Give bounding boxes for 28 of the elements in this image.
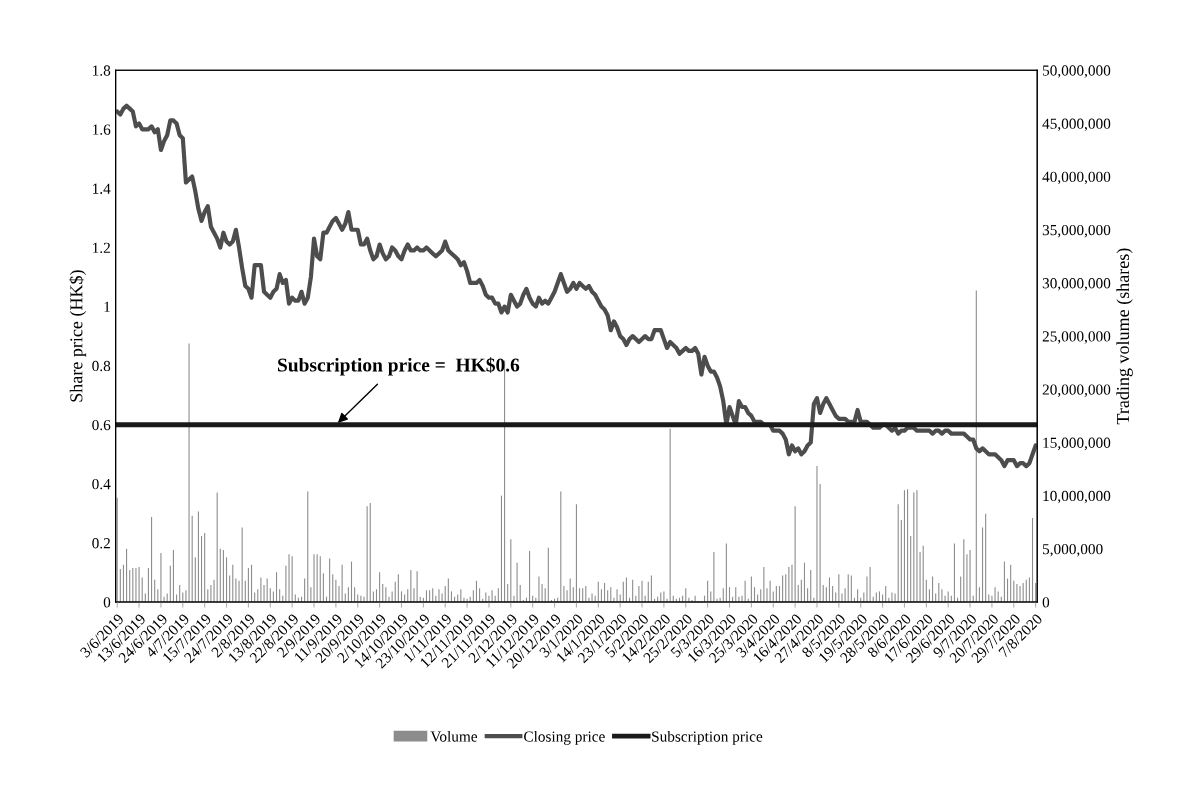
- y-tick-label: 0.2: [92, 538, 110, 549]
- y2-tick-label: 15,000,000: [1043, 437, 1111, 451]
- y-tick-label: 0.6: [92, 419, 111, 431]
- y-tick-label: 0.4: [92, 478, 111, 490]
- legend-label: Closing price: [524, 730, 605, 745]
- y-axis-title: Share price (HK$): [69, 270, 87, 402]
- legend-label: Volume: [430, 730, 478, 742]
- y-tick-label: 0.8: [92, 360, 111, 372]
- y2-tick-label: 50,000,000: [1042, 65, 1111, 78]
- legend-label: Subscription price: [652, 730, 763, 745]
- line-series: [115, 103, 1038, 469]
- y2-tick-label: 20,000,000: [1042, 384, 1111, 397]
- y-tick-label: 1.6: [93, 124, 111, 135]
- y2-tick-label: 30,000,000: [1042, 278, 1111, 291]
- y-tick-label: 0: [103, 597, 111, 608]
- annotation: Subscription price = HK$0.6: [278, 357, 520, 376]
- y-tick-label: 1.4: [93, 183, 111, 194]
- y2-tick-label: 25,000,000: [1042, 331, 1111, 344]
- y2-tick-label: 35,000,000: [1042, 224, 1111, 238]
- y-tick-label: 1: [104, 301, 110, 312]
- y2-tick-label: 0: [1042, 597, 1050, 608]
- y2-axis-title: Trading volume (shares): [1116, 248, 1133, 425]
- y2-tick-label: 5,000,000: [1042, 543, 1103, 557]
- y2-tick-label: 45,000,000: [1042, 118, 1111, 132]
- y-tick-label: 1.2: [93, 242, 110, 253]
- y-tick-label: 1.8: [93, 65, 111, 76]
- y2-tick-label: 10,000,000: [1043, 490, 1111, 504]
- y2-tick-label: 40,000,000: [1042, 171, 1111, 185]
